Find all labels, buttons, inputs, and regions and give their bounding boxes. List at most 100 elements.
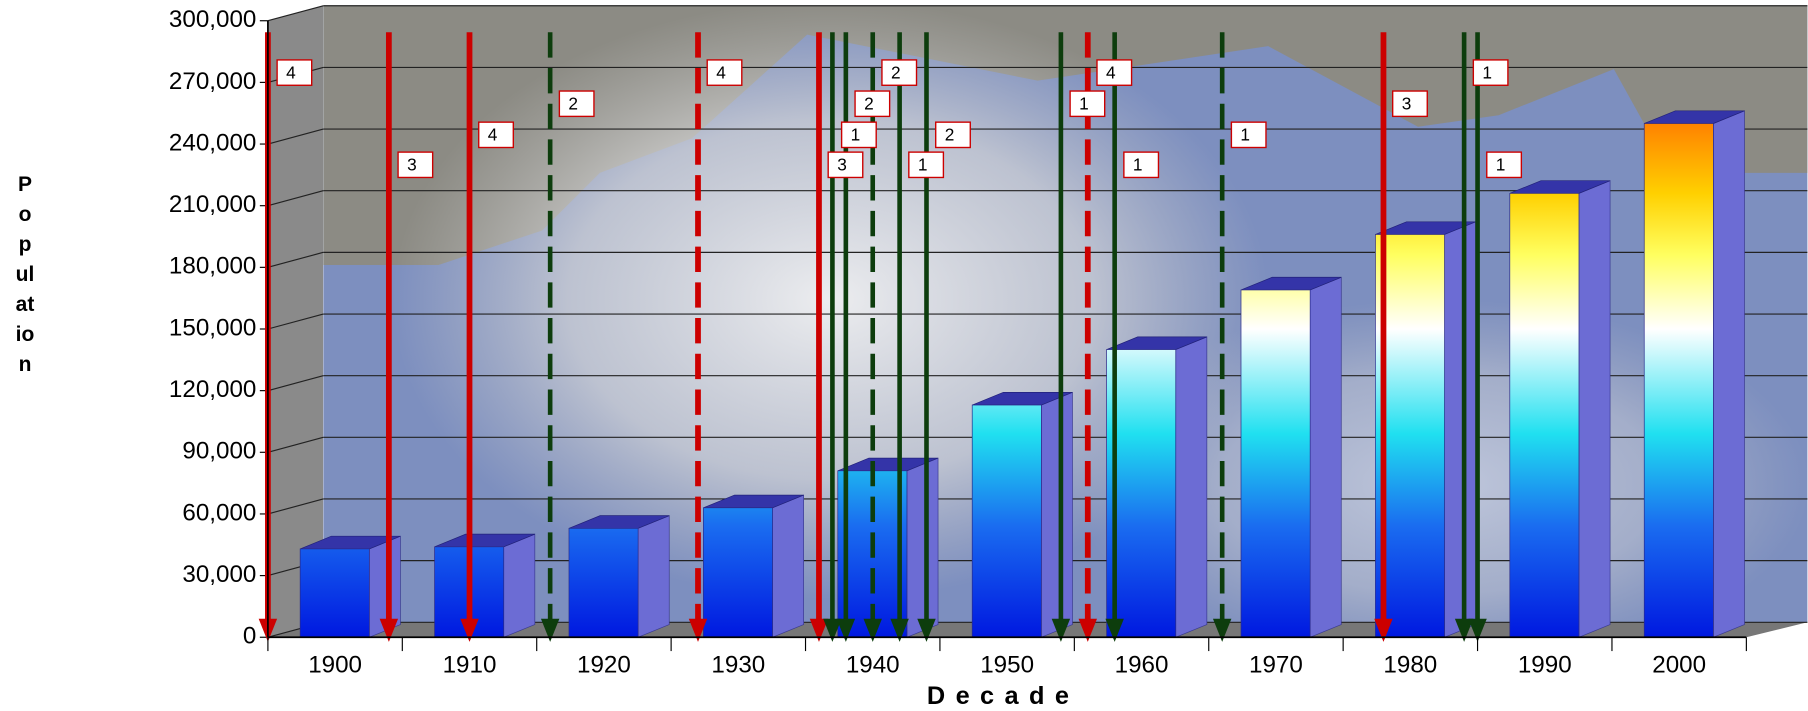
- category-label: 3: [837, 155, 847, 175]
- arrow-head: [1051, 618, 1071, 642]
- bar-side: [772, 494, 804, 638]
- bar-side: [1713, 110, 1745, 638]
- grid-line: [267, 498, 324, 515]
- y-tick-label: 300,000: [169, 6, 256, 33]
- arrow-head: [809, 618, 829, 642]
- arrow-head: [1212, 618, 1232, 642]
- category-box: [881, 59, 918, 86]
- x-tick-label: 1970: [1249, 651, 1303, 678]
- category-label: 4: [488, 125, 498, 145]
- category-box: [908, 151, 945, 179]
- bar-side: [1578, 180, 1611, 638]
- x-tick-label: 1900: [308, 651, 362, 678]
- category-label: 3: [1402, 93, 1412, 113]
- y-tick-label: 210,000: [169, 191, 256, 218]
- arrow-head: [836, 618, 856, 642]
- category-box: [1391, 90, 1428, 118]
- x-tick-label: 1940: [846, 651, 900, 678]
- bar-side: [1444, 221, 1477, 638]
- category-box: [706, 59, 743, 86]
- arrow-head: [1454, 618, 1474, 642]
- category-box: [558, 90, 595, 118]
- y-tick-label: 30,000: [182, 561, 256, 588]
- y-tick-label: 180,000: [169, 253, 256, 280]
- category-label: 1: [1496, 155, 1506, 175]
- x-tick-label: 1980: [1383, 651, 1437, 678]
- category-label: 1: [1240, 125, 1250, 145]
- arrow-head: [1468, 618, 1487, 642]
- category-label: 1: [851, 125, 861, 145]
- category-label: 1: [1133, 155, 1143, 175]
- category-label: 2: [864, 93, 874, 113]
- grid-line: [267, 5, 324, 22]
- y-tick-label: 270,000: [169, 68, 256, 95]
- category-label: 1: [1079, 93, 1089, 113]
- grid-line: [267, 190, 324, 207]
- arrow-head: [540, 618, 560, 642]
- bar: [568, 527, 639, 638]
- x-tick-label: 1920: [577, 651, 631, 678]
- bar: [1240, 289, 1311, 638]
- bar-side: [906, 457, 939, 638]
- arrow-head: [379, 618, 399, 642]
- grid-line: [267, 251, 324, 268]
- bar-side: [1175, 336, 1208, 638]
- category-label: 2: [945, 125, 955, 145]
- y-tick-label: 240,000: [169, 129, 256, 156]
- category-label: 4: [716, 62, 726, 82]
- category-box: [276, 59, 313, 86]
- category-label: 4: [1106, 62, 1116, 82]
- category-label: 3: [407, 155, 417, 175]
- x-tick-label: 2000: [1652, 651, 1706, 678]
- category-box: [840, 121, 877, 149]
- category-box: [1123, 151, 1160, 179]
- bar: [1643, 123, 1714, 638]
- x-tick-label: 1930: [711, 651, 765, 678]
- arrow-head: [1374, 618, 1393, 642]
- arrow-head: [1105, 618, 1124, 642]
- x-tick-label: 1990: [1518, 651, 1572, 678]
- category-box: [854, 90, 891, 118]
- arrow-head: [1078, 618, 1097, 642]
- grid-line: [267, 436, 324, 453]
- grid-line: [267, 128, 324, 145]
- bar: [1106, 349, 1177, 638]
- arrow-head: [688, 618, 708, 642]
- x-tick-label: 1950: [980, 651, 1034, 678]
- category-box: [827, 151, 864, 179]
- category-box: [1096, 59, 1133, 86]
- category-label: 2: [568, 93, 578, 113]
- bar: [1375, 234, 1445, 638]
- bar-side: [1040, 391, 1073, 638]
- bar-side: [503, 533, 536, 638]
- category-box: [1230, 121, 1267, 149]
- grid-line: [267, 313, 324, 330]
- arrow-head: [863, 618, 882, 642]
- bar: [299, 548, 370, 638]
- y-tick-label: 60,000: [182, 499, 256, 526]
- y-tick-label: 90,000: [182, 438, 256, 465]
- arrow-head: [460, 618, 479, 642]
- y-tick-label: 0: [243, 623, 256, 650]
- bar: [971, 404, 1042, 638]
- arrow-head: [890, 618, 909, 642]
- bar-side: [637, 515, 670, 638]
- category-box: [397, 151, 434, 179]
- arrow-head: [917, 618, 936, 642]
- y-axis-title: Population: [15, 173, 35, 376]
- category-box: [1069, 90, 1106, 118]
- category-box: [478, 121, 514, 149]
- x-tick-label: 1910: [443, 651, 497, 678]
- y-tick-label: 120,000: [169, 376, 256, 403]
- grid-line: [267, 375, 324, 392]
- category-box: [1472, 59, 1509, 86]
- arrow-head: [823, 618, 842, 642]
- x-axis-title: Decade: [927, 682, 1079, 710]
- bar: [1509, 193, 1580, 638]
- category-box: [1486, 151, 1523, 179]
- category-label: 2: [891, 62, 901, 82]
- bar-side: [1309, 276, 1342, 638]
- y-tick-label: 150,000: [169, 314, 256, 341]
